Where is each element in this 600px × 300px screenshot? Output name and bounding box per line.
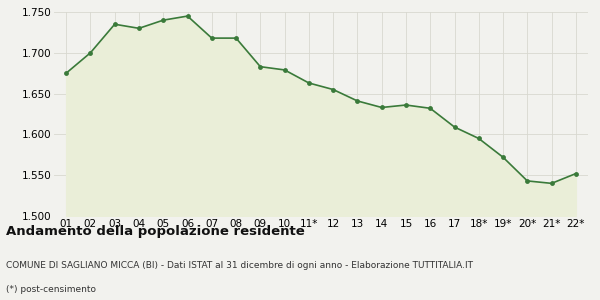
Text: COMUNE DI SAGLIANO MICCA (BI) - Dati ISTAT al 31 dicembre di ogni anno - Elabora: COMUNE DI SAGLIANO MICCA (BI) - Dati IST… <box>6 261 473 270</box>
Text: Andamento della popolazione residente: Andamento della popolazione residente <box>6 225 305 238</box>
Text: (*) post-censimento: (*) post-censimento <box>6 285 96 294</box>
